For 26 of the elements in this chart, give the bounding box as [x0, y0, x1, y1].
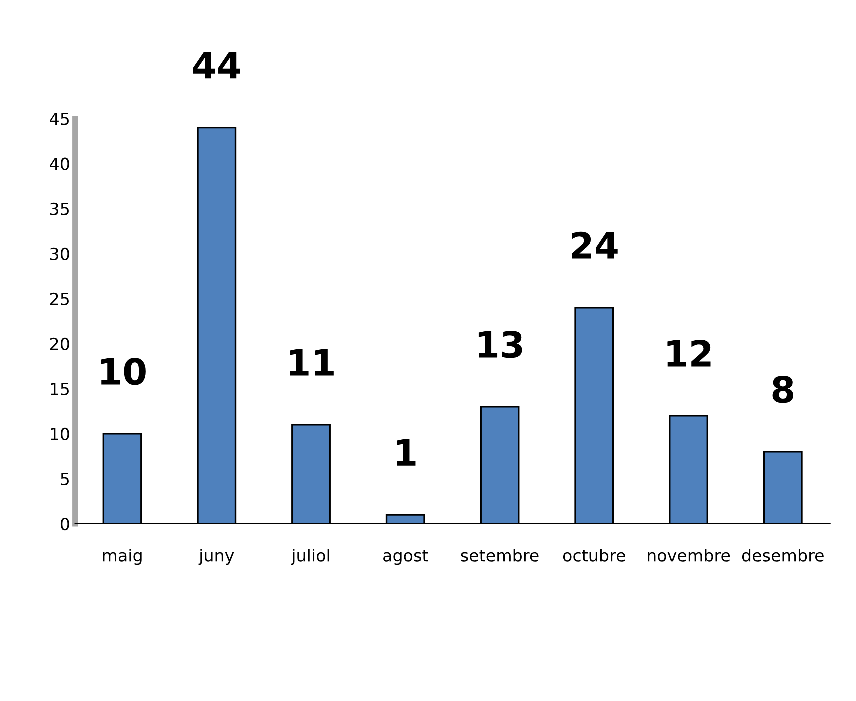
data-label: 10	[101, 358, 146, 386]
y-tick-label: 15	[51, 383, 70, 396]
x-tick-label: octubre	[563, 548, 626, 562]
x-tick-label: setembre	[461, 548, 539, 562]
x-tick-label: juny	[198, 548, 234, 566]
y-tick-label: 20	[50, 338, 70, 350]
data-label: 12	[668, 340, 711, 367]
y-tick-label: 45	[50, 113, 70, 126]
data-label: 11	[290, 349, 334, 376]
x-tick-label: agost	[384, 550, 428, 566]
data-label: 24	[572, 232, 618, 259]
y-tick-label: 5	[61, 473, 70, 486]
y-tick-label: 0	[60, 518, 70, 531]
data-label: 1	[397, 439, 416, 466]
y-tick-label: 40	[50, 158, 70, 170]
y-tick-label: 25	[50, 292, 70, 306]
data-label: 13	[478, 330, 522, 358]
data-label: 44	[193, 52, 240, 79]
x-tick-label: maig	[103, 548, 142, 566]
y-tick-label: 35	[50, 202, 70, 216]
y-tick-label: 30	[50, 248, 70, 260]
y-tick-label: 10	[51, 428, 70, 441]
x-tick-label: desembre	[742, 548, 824, 562]
data-label: 8	[772, 376, 794, 404]
x-tick-label: juliol	[291, 548, 330, 566]
x-tick-label: novembre	[648, 548, 730, 562]
